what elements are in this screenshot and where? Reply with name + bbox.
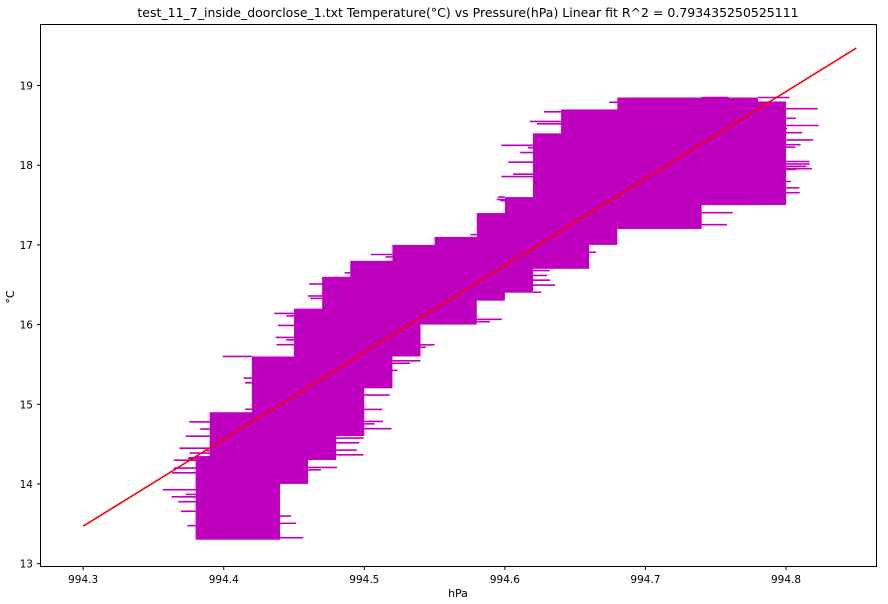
x-axis: 994.3 994.4 994.5 994.6 994.7 994.8 bbox=[68, 566, 801, 586]
measurement-series bbox=[162, 96, 819, 540]
x-tick-label: 994.3 bbox=[68, 574, 98, 586]
y-axis-label: °C bbox=[4, 290, 17, 304]
linear-fit-line bbox=[82, 47, 857, 527]
x-axis-label: hPa bbox=[448, 587, 468, 600]
x-tick-label: 994.6 bbox=[490, 574, 520, 586]
measurement-band bbox=[701, 101, 787, 206]
y-tick-label: 17 bbox=[20, 240, 33, 252]
x-tick-label: 994.8 bbox=[771, 574, 801, 586]
x-tick-label: 994.5 bbox=[349, 574, 379, 586]
y-tick-label: 19 bbox=[20, 81, 33, 93]
y-axis: 13 14 15 16 17 18 19 bbox=[20, 81, 41, 571]
y-tick-label: 16 bbox=[20, 320, 34, 332]
data-layer bbox=[82, 47, 857, 540]
plot-frame bbox=[40, 24, 877, 567]
y-tick-label: 18 bbox=[20, 160, 33, 172]
y-tick-label: 13 bbox=[20, 559, 33, 571]
y-tick-label: 15 bbox=[20, 399, 33, 411]
y-tick-label: 14 bbox=[20, 479, 34, 491]
x-tick-label: 994.4 bbox=[209, 574, 239, 586]
chart-title: test_11_7_inside_doorclose_1.txt Tempera… bbox=[137, 5, 798, 20]
x-tick-label: 994.7 bbox=[630, 574, 660, 586]
